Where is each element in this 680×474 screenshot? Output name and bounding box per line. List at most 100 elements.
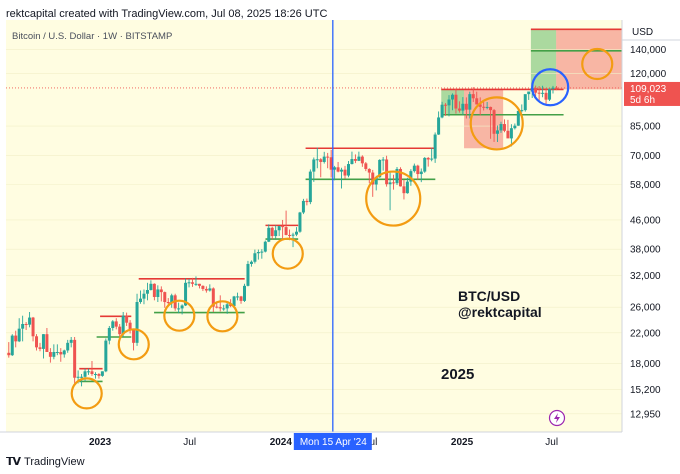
candle-down	[281, 226, 285, 228]
price-tick-label: 70,000	[630, 151, 661, 162]
annotation-handle: @rektcapital	[458, 304, 542, 320]
candle-up	[222, 308, 226, 310]
candle-down	[478, 104, 482, 107]
candle-down	[471, 94, 475, 99]
symbol-label: Bitcoin / U.S. Dollar · 1W · BITSTAMP	[12, 31, 172, 42]
candle-up	[308, 171, 312, 203]
candle-down	[392, 182, 396, 184]
candle-down	[367, 168, 371, 173]
retest-circle	[117, 328, 150, 361]
candle-down	[305, 200, 309, 203]
candle-down	[152, 283, 156, 297]
candle-up	[346, 164, 350, 176]
candle-up	[409, 171, 413, 182]
candle-down	[90, 371, 94, 375]
candle-up	[256, 252, 260, 254]
candle-up	[378, 159, 382, 178]
candle-up	[551, 87, 555, 89]
price-tick-label: 18,000	[630, 359, 661, 370]
candle-down	[218, 307, 222, 309]
annotation-year: 2025	[441, 366, 474, 383]
price-tick-label: 38,000	[630, 245, 661, 256]
candle-up	[180, 305, 184, 309]
candle-down	[464, 103, 468, 110]
candle-up	[184, 282, 188, 306]
candle-up	[104, 340, 108, 372]
candle-up	[430, 158, 434, 160]
price-tick-label: 12,950	[630, 409, 661, 420]
candle-down	[343, 169, 347, 176]
annotation-title: BTC/USD	[458, 288, 520, 304]
candle-up	[246, 263, 250, 286]
candle-up	[412, 165, 416, 172]
time-tick-label: Jul	[545, 437, 558, 448]
candle-up	[496, 130, 500, 134]
retest-circle	[469, 96, 524, 151]
candle-up	[80, 376, 84, 378]
candle-down	[163, 292, 167, 303]
candle-up	[322, 156, 326, 162]
grid	[6, 49, 622, 415]
candle-down	[475, 98, 479, 105]
candle-up	[312, 159, 316, 172]
time-tick-label: 2023	[89, 437, 112, 448]
candle-up	[236, 296, 240, 298]
candle-down	[159, 289, 163, 293]
price-chart[interactable]: Bitcoin / U.S. Dollar · 1W · BITSTAMP BT…	[0, 20, 680, 452]
footer: 𝗧𝗩 TradingView	[6, 455, 85, 469]
candle-down	[534, 87, 538, 93]
candle-down	[426, 157, 430, 160]
candle-up	[149, 283, 153, 290]
candle-down	[229, 304, 233, 307]
candle-up	[10, 335, 14, 356]
retest-circle	[581, 47, 614, 81]
candle-up	[485, 106, 489, 108]
candle-up	[225, 304, 229, 309]
candle-up	[62, 350, 66, 355]
last-price-marker: 109,023 5d 6h	[624, 81, 680, 106]
candle-down	[502, 124, 506, 131]
candle-up	[242, 285, 246, 301]
range-lines	[79, 28, 622, 383]
candle-up	[194, 283, 198, 285]
bar-countdown-label: 5d 6h	[630, 95, 655, 106]
retest-circle	[365, 170, 422, 227]
candle-down	[114, 321, 118, 327]
candle-up	[156, 289, 160, 297]
last-price-label: 109,023	[630, 84, 667, 95]
lightning-badge-icon[interactable]	[548, 409, 566, 427]
candle-up	[232, 296, 236, 307]
candle-up	[76, 376, 80, 378]
time-tick-label: Jul	[183, 437, 196, 448]
candle-down	[360, 156, 364, 164]
candle-down	[215, 306, 219, 308]
candle-up	[423, 157, 427, 172]
candle-up	[111, 321, 115, 328]
price-tick-label: 140,000	[630, 45, 667, 56]
candle-up	[66, 342, 70, 351]
candle-down	[353, 159, 357, 161]
candle-up	[437, 117, 441, 135]
candle-down	[45, 334, 49, 353]
candle-down	[201, 285, 205, 289]
candle-down	[38, 347, 42, 349]
candle-up	[548, 88, 552, 100]
currency-label[interactable]: USD	[632, 27, 653, 38]
candle-up	[395, 168, 399, 184]
candle-up	[381, 159, 385, 161]
retest-circle	[206, 300, 239, 333]
plot-area[interactable]	[6, 20, 622, 432]
candle-up	[527, 91, 531, 95]
candle-up	[291, 234, 295, 236]
candle-up	[260, 251, 264, 253]
candles	[7, 83, 558, 387]
candle-down	[398, 168, 402, 187]
candle-up	[294, 231, 298, 235]
candle-up	[28, 317, 32, 325]
candle-down	[118, 326, 122, 335]
candle-down	[97, 374, 101, 376]
candle-up	[249, 261, 253, 264]
candle-up	[135, 302, 139, 343]
candle-up	[357, 156, 361, 161]
candle-up	[170, 295, 174, 303]
